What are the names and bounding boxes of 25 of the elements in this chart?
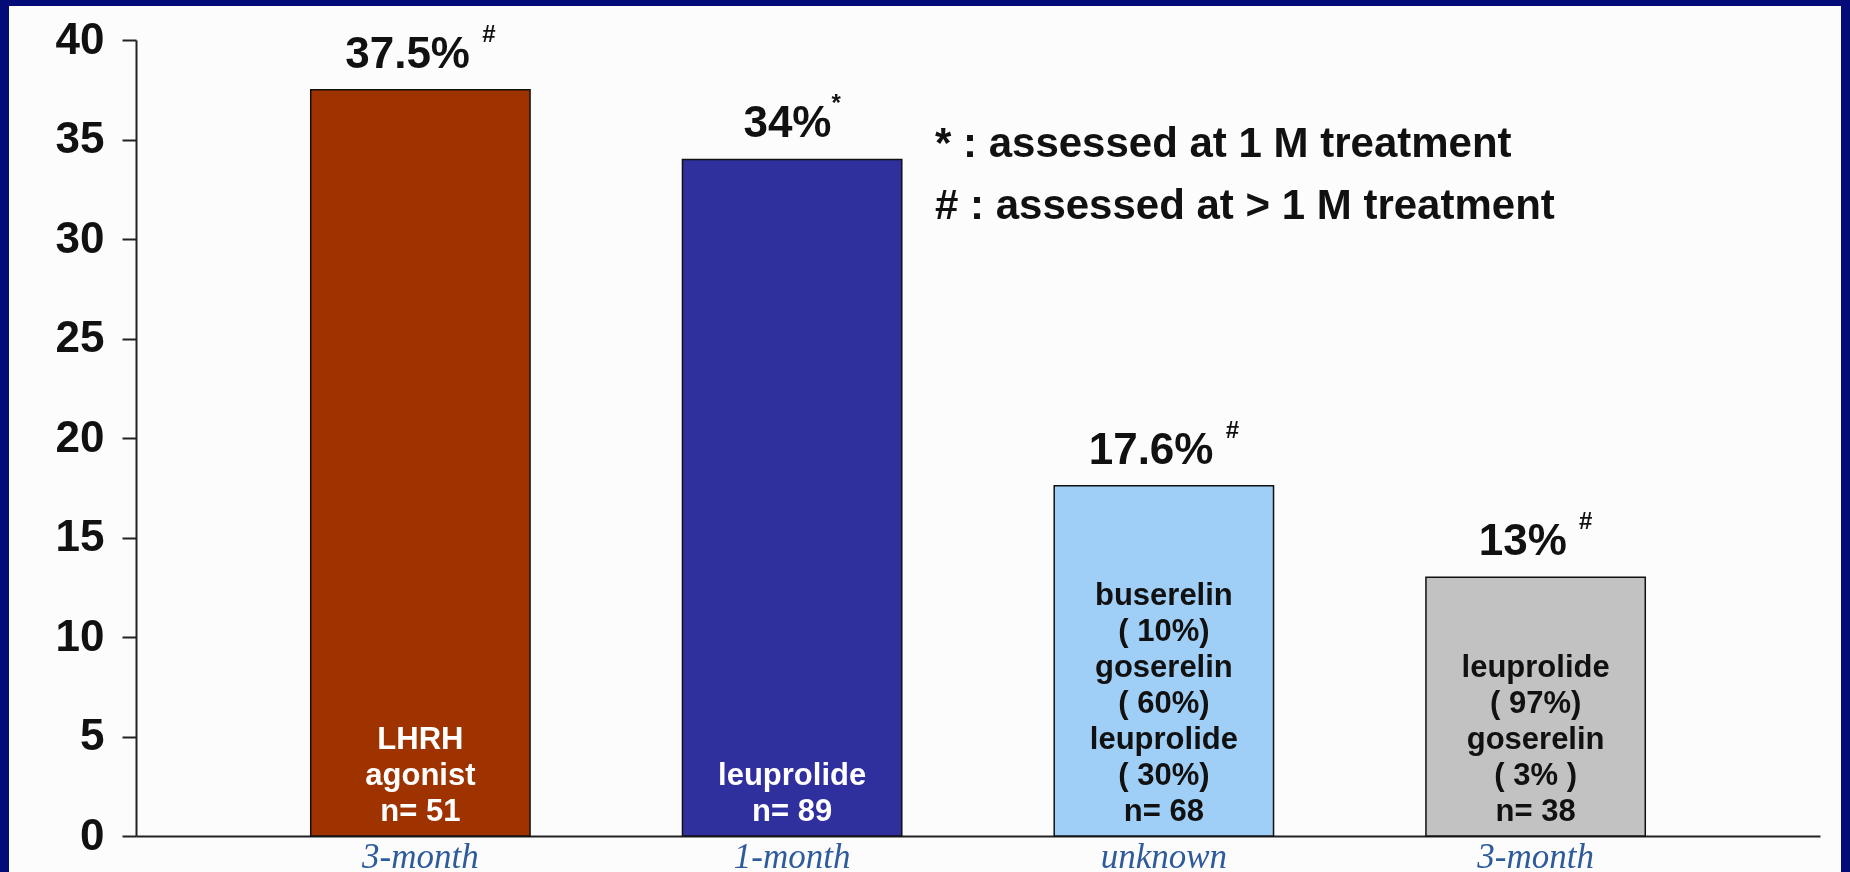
- data-label: 13% #: [1478, 507, 1593, 565]
- annotation: # : assessed at > 1 M treatment: [935, 181, 1555, 228]
- y-tick-label: 15: [55, 511, 105, 560]
- y-tick-label: 0: [80, 809, 105, 859]
- y-tick-label: 25: [55, 312, 105, 361]
- y-tick-label: 35: [55, 113, 105, 162]
- annotation: leuprolide n= 89: [718, 757, 867, 828]
- bar: [309, 89, 531, 837]
- x-tick-label: unknown: [1100, 836, 1228, 872]
- data-label: 17.6% #: [1088, 415, 1240, 473]
- annotation: buserelin ( 10%) goserelin ( 60%) leuprolide ( 30%) n= 68: [1089, 577, 1238, 828]
- y-tick-label: 20: [55, 411, 105, 461]
- x-tick-label: 1-month: [733, 836, 851, 872]
- y-tick-label: 10: [55, 610, 105, 660]
- data-label: 34%*: [743, 89, 842, 147]
- bar: [681, 158, 903, 837]
- annotation: * : assessed at 1 M treatment: [935, 119, 1512, 166]
- y-tick-label: 30: [55, 212, 105, 262]
- annotation: leuprolide ( 97%) goserelin ( 3% ) n= 38: [1461, 649, 1610, 828]
- x-tick-label: 3-month: [361, 836, 479, 872]
- y-tick-label: 5: [80, 710, 105, 759]
- data-label: 37.5% #: [345, 19, 496, 77]
- annotation: LHRH agonist n= 51: [365, 721, 476, 828]
- y-tick-label: 40: [55, 13, 105, 63]
- x-tick-label: 3-month: [1476, 836, 1594, 872]
